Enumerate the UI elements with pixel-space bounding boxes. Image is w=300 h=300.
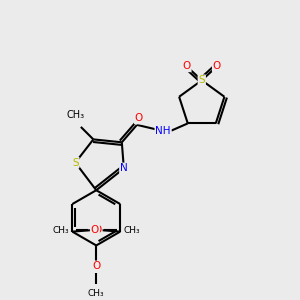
Text: CH₃: CH₃	[88, 289, 105, 298]
Text: S: S	[199, 75, 205, 85]
Text: N: N	[120, 164, 128, 173]
Text: NH: NH	[155, 126, 171, 136]
Text: CH₃: CH₃	[52, 226, 69, 235]
Text: O: O	[91, 225, 99, 235]
Text: CH₃: CH₃	[124, 226, 140, 235]
Text: O: O	[182, 61, 191, 71]
Text: O: O	[94, 225, 102, 235]
Text: O: O	[135, 113, 143, 124]
Text: CH₃: CH₃	[67, 110, 85, 120]
Text: S: S	[72, 158, 79, 168]
Text: O: O	[213, 61, 221, 71]
Text: O: O	[92, 261, 100, 272]
